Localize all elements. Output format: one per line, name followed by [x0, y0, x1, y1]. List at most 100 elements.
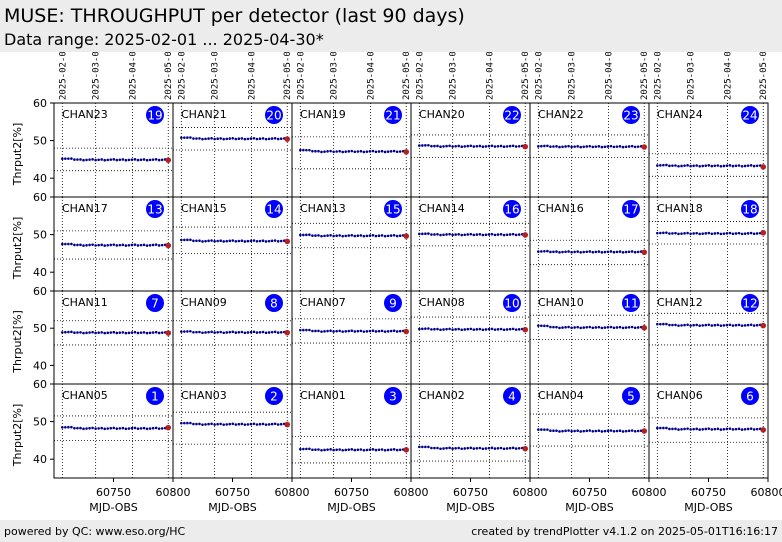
data-point: [308, 328, 311, 332]
data-point: [668, 427, 671, 431]
data-point: [374, 330, 378, 333]
data-point: [234, 423, 238, 426]
data-point: [276, 137, 280, 141]
data-point: [680, 427, 683, 431]
data-point: [91, 426, 94, 430]
data-point: [79, 426, 82, 430]
channel-label: CHAN16: [538, 202, 584, 215]
data-point: [433, 144, 436, 148]
data-point: [136, 331, 140, 335]
data-point: [427, 232, 430, 235]
date-tick-label: 2025-03-01: [92, 52, 102, 100]
data-point: [222, 423, 225, 426]
data-point: [493, 233, 497, 237]
data-point: [725, 232, 729, 235]
date-tick-label: 2025-04-01: [129, 52, 139, 100]
data-point: [112, 426, 116, 430]
data-point: [609, 144, 613, 148]
data-point: [445, 233, 448, 236]
data-point: [356, 150, 360, 153]
data-point: [368, 150, 372, 153]
last-data-point: [284, 329, 291, 336]
data-point: [597, 429, 601, 432]
data-point: [588, 144, 592, 148]
data-point: [189, 421, 192, 425]
detector-number-badge: [265, 294, 283, 312]
data-point: [210, 330, 213, 334]
data-point: [514, 447, 518, 450]
data-point: [195, 422, 198, 426]
detector-number: 1: [151, 390, 159, 404]
data-point: [573, 326, 576, 329]
data-point: [61, 331, 64, 334]
detector-number: 7: [151, 297, 159, 311]
data-point: [88, 331, 91, 334]
data-point: [430, 144, 433, 148]
data-point: [67, 157, 70, 160]
data-point: [493, 145, 497, 148]
data-point: [570, 145, 573, 149]
data-point: [546, 249, 549, 253]
data-point: [97, 158, 100, 162]
last-data-point: [284, 136, 291, 142]
x-tick-label: 60800: [632, 486, 667, 499]
data-point: [249, 330, 253, 334]
x-axis-label: MJD-OBS: [684, 501, 732, 514]
detector-number-badge: [265, 387, 283, 405]
date-tick-label: 2025-04-01: [248, 52, 258, 100]
y-axis-label: Thrput2[%]: [11, 310, 24, 374]
data-point: [240, 330, 244, 334]
data-point: [100, 243, 103, 247]
y-tick-label: 50: [33, 416, 47, 429]
data-point: [561, 429, 564, 433]
data-point: [88, 158, 91, 161]
data-point: [222, 137, 225, 141]
data-point: [82, 158, 85, 162]
data-point: [624, 250, 628, 254]
data-point: [597, 145, 601, 148]
data-point: [555, 325, 558, 329]
data-point: [746, 323, 750, 327]
x-tick-label: 60750: [334, 486, 369, 499]
data-point: [576, 325, 579, 329]
data-point: [320, 448, 323, 452]
data-point: [659, 426, 662, 430]
data-point: [421, 445, 424, 449]
data-point: [564, 250, 567, 254]
data-point: [627, 326, 631, 329]
data-point: [225, 423, 229, 426]
data-point: [106, 158, 110, 162]
data-point: [338, 448, 341, 451]
data-point: [734, 427, 738, 431]
data-point: [448, 144, 451, 148]
data-point: [398, 448, 402, 452]
data-point: [677, 164, 680, 168]
data-point: [392, 329, 396, 333]
data-point: [615, 145, 619, 148]
data-point: [192, 330, 195, 334]
data-point: [612, 250, 616, 254]
data-point: [142, 426, 146, 430]
data-point: [219, 422, 222, 426]
data-point: [386, 330, 390, 333]
data-point: [502, 328, 506, 332]
data-point: [558, 430, 561, 433]
data-point: [210, 422, 213, 426]
data-point: [365, 150, 369, 153]
data-point: [600, 326, 604, 330]
data-point: [112, 330, 116, 334]
data-point: [490, 144, 494, 148]
x-tick-label: 60750: [691, 486, 726, 499]
data-point: [368, 234, 372, 237]
data-point: [311, 329, 314, 333]
data-point: [240, 239, 244, 242]
data-point: [615, 429, 619, 433]
data-point: [502, 447, 506, 451]
data-point: [222, 331, 225, 335]
detector-number-badge: [741, 294, 759, 312]
data-point: [314, 234, 317, 237]
data-point: [627, 145, 631, 148]
data-point: [505, 145, 509, 148]
last-data-point: [641, 428, 648, 434]
last-data-point: [760, 164, 767, 170]
